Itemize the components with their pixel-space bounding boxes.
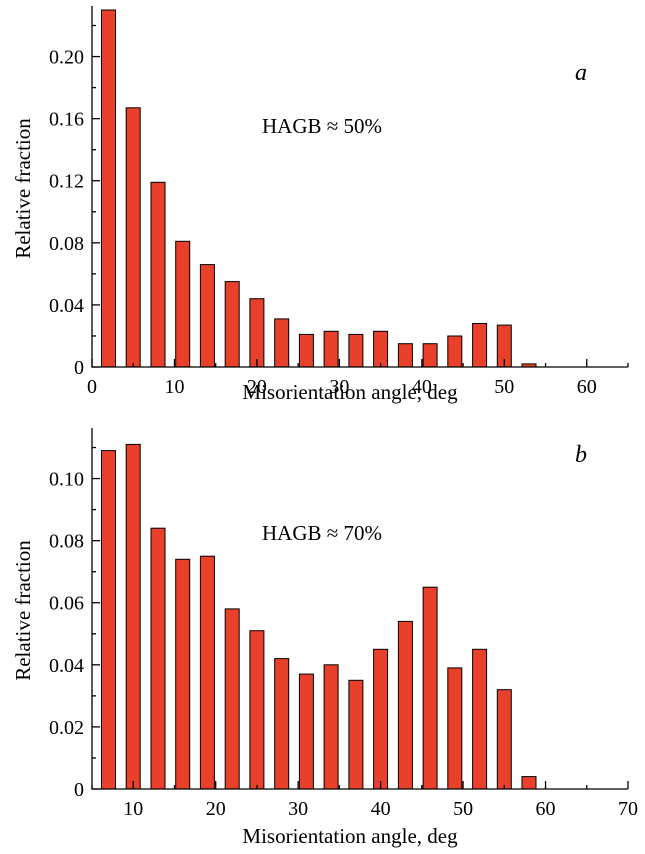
x-tick-label-a-6: 60	[577, 376, 597, 398]
x-tick-label-b-2: 30	[288, 798, 308, 820]
x-axis-title-b: Misorientation angle, deg	[242, 824, 458, 848]
y-axis-title-b: Relative fraction	[11, 540, 35, 681]
x-axis-title-a: Misorientation angle, deg	[242, 380, 458, 404]
bar-b-6	[249, 630, 265, 790]
bar-b-3	[175, 558, 191, 790]
bar-a-6	[249, 298, 265, 368]
bar-b-14	[447, 667, 463, 790]
bar-a-14	[447, 335, 463, 368]
x-tick-label-b-3: 40	[371, 798, 391, 820]
y-tick-label-a-5: 0.20	[49, 47, 84, 69]
x-tick-label-a-2: 20	[247, 376, 267, 398]
x-tick-label-a-3: 30	[329, 376, 349, 398]
bar-b-10	[348, 679, 364, 790]
bar-a-2	[150, 181, 166, 368]
y-tick-label-b-2: 0.04	[49, 655, 84, 677]
bar-a-7	[274, 318, 290, 368]
bar-b-1	[125, 443, 141, 790]
x-tick-label-b-4: 50	[453, 798, 473, 820]
bar-a-15	[472, 323, 488, 368]
bar-a-5	[224, 281, 240, 368]
y-axis-title-a: Relative fraction	[11, 118, 35, 259]
x-tick-label-b-0: 10	[123, 798, 143, 820]
x-tick-label-a-5: 50	[494, 376, 514, 398]
bar-b-11	[373, 648, 389, 790]
bar-b-4	[199, 555, 215, 790]
hagb-annotation-a: HAGB ≈ 50%	[262, 114, 382, 138]
bar-a-13	[422, 343, 438, 368]
bar-b-8	[298, 673, 314, 790]
x-tick-label-a-1: 10	[164, 376, 184, 398]
y-tick-label-b-0: 0	[74, 779, 84, 801]
x-tick-label-b-5: 60	[536, 798, 556, 820]
bar-a-12	[397, 343, 413, 368]
bar-b-5	[224, 608, 240, 790]
bar-b-16	[496, 689, 512, 790]
y-tick-label-a-3: 0.12	[49, 171, 84, 193]
bar-a-11	[373, 330, 389, 368]
hagb-annotation-b: HAGB ≈ 70%	[262, 521, 382, 545]
bar-a-9	[323, 330, 339, 368]
bar-b-7	[274, 658, 290, 790]
y-tick-label-b-4: 0.08	[49, 531, 84, 553]
bar-b-0	[101, 450, 116, 790]
chart-panel-a: 0 0.04 0.08 0.12 0.16 0.20 0 10 20 30 40 50 60 Misori…	[11, 6, 629, 404]
y-tick-label-b-1: 0.02	[49, 717, 84, 739]
bar-b-12	[397, 620, 413, 790]
bar-b-9	[323, 664, 339, 790]
chart-panel-b: 0 0.02 0.04 0.06 0.08 0.10 10 20 30 40 50 60 70 Misor…	[11, 428, 638, 848]
bar-a-4	[199, 264, 215, 368]
x-tick-label-a-0: 0	[87, 376, 97, 398]
y-tick-label-b-5: 0.10	[49, 469, 84, 491]
bar-b-13	[422, 586, 438, 790]
bar-b-2	[150, 527, 166, 790]
y-tick-label-a-2: 0.08	[49, 233, 84, 255]
bar-b-15	[472, 648, 488, 790]
bar-b-17	[521, 776, 537, 790]
x-tick-label-b-6: 70	[618, 798, 638, 820]
bar-a-0	[101, 9, 116, 368]
axes-a	[91, 6, 628, 368]
bar-a-1	[125, 107, 141, 368]
y-tick-label-b-3: 0.06	[49, 593, 84, 615]
y-tick-label-a-4: 0.16	[49, 109, 84, 131]
bar-a-10	[348, 333, 364, 368]
panel-label-b: b	[575, 442, 587, 468]
y-tick-label-a-0: 0	[74, 357, 84, 379]
panel-label-a: a	[575, 60, 587, 86]
y-tick-label-a-1: 0.04	[49, 295, 84, 317]
bar-a-3	[175, 240, 191, 368]
x-tick-label-b-1: 20	[206, 798, 226, 820]
x-tick-label-a-4: 40	[412, 376, 432, 398]
bar-a-8	[298, 333, 314, 368]
